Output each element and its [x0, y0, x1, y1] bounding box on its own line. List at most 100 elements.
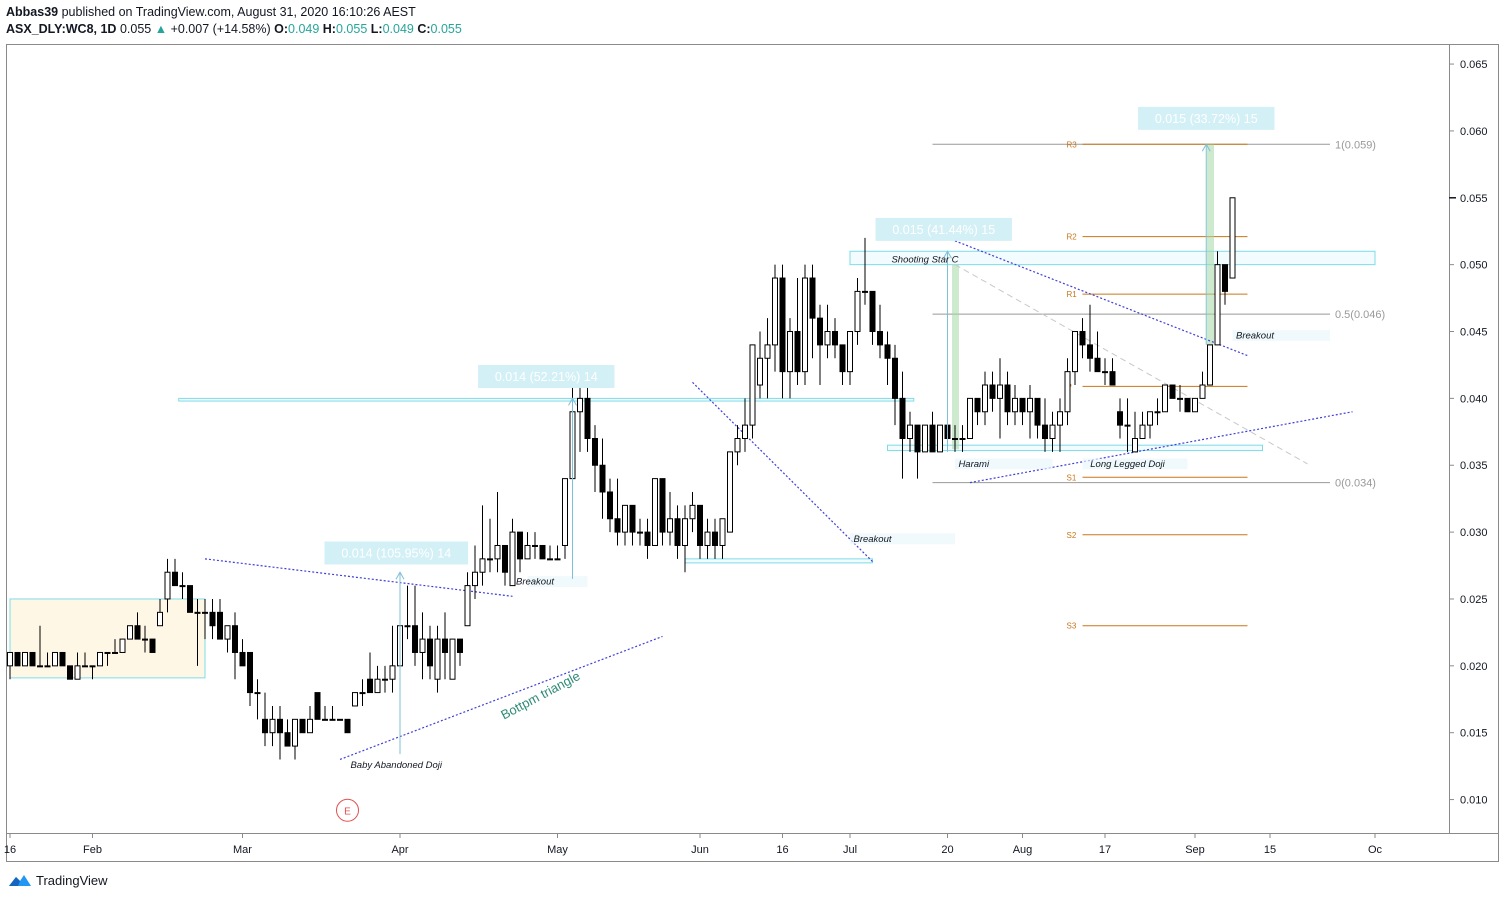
candle-10 [82, 652, 88, 668]
candle-body-8 [67, 665, 73, 680]
candle-body-4 [37, 665, 43, 668]
y-tick-label-0.035: 0.035 [1460, 460, 1488, 472]
candle-142 [1072, 331, 1078, 386]
candle-body-42 [322, 718, 328, 721]
candle-32 [247, 651, 253, 706]
candle-body-57 [434, 638, 441, 680]
candle-body-39 [299, 718, 306, 734]
y-tick-label-0.065: 0.065 [1460, 59, 1488, 71]
measure-arrow-4-head [1201, 143, 1211, 152]
candle-53 [404, 585, 411, 640]
y-tick-label-0.030: 0.030 [1460, 527, 1488, 539]
candle-body-159 [1199, 384, 1206, 399]
candle-body-20 [157, 611, 163, 627]
candle-body-120 [907, 424, 913, 439]
candle-body-150 [1132, 438, 1138, 453]
candle-body-117 [884, 344, 891, 359]
candle-3 [29, 651, 36, 667]
candle-body-30 [232, 625, 238, 653]
candle-body-87 [659, 478, 666, 533]
candle-115 [869, 290, 876, 345]
event-marker-circle [336, 798, 359, 822]
candle-body-18 [142, 638, 148, 641]
candle-4 [37, 625, 43, 668]
price-change: +0.007 (+14.58%) [170, 22, 271, 36]
candle-body-35 [269, 718, 276, 734]
candle-93 [704, 518, 711, 559]
candle-79 [599, 438, 606, 519]
candle-28 [217, 598, 223, 640]
candle-body-106 [802, 277, 808, 373]
candle-body-135 [1019, 397, 1026, 413]
candle-16 [127, 625, 133, 640]
candle-body-14 [112, 651, 118, 654]
candle-2 [22, 651, 28, 667]
price-axis[interactable]: 0.065 0.060 0.055 0.050 0.045 0.040 0.035 0.030… [1449, 59, 1488, 807]
candle-body-105 [794, 331, 801, 373]
y-tick-label-0.020: 0.020 [1460, 661, 1488, 673]
candle-152 [1147, 411, 1153, 439]
candle-6 [52, 651, 58, 667]
candle-99 [749, 344, 756, 439]
candle-body-128 [967, 397, 973, 439]
candle-104 [787, 318, 793, 399]
candle-129 [974, 397, 981, 426]
candle-body-90 [682, 518, 688, 546]
annotation-shooting-star: Shooting Star C [891, 254, 958, 265]
candle-body-129 [974, 397, 981, 413]
x-tick-label-20: 20 [941, 844, 953, 856]
candle-body-83 [629, 504, 636, 533]
candle-body-157 [1184, 397, 1191, 413]
candle-35 [269, 705, 276, 747]
candle-body-77 [584, 397, 591, 439]
candle-50 [382, 665, 388, 693]
candle-138 [1042, 398, 1048, 452]
candle-162 [1222, 264, 1228, 305]
candle-33 [254, 679, 261, 720]
candle-14 [112, 639, 118, 654]
candle-77 [584, 385, 591, 452]
candle-8 [67, 665, 73, 680]
candle-body-37 [284, 732, 291, 747]
time-axis[interactable]: 16 Feb Mar Apr May Jun 16 Jul 20 Aug 17 Sep 15 Oc [4, 833, 1383, 856]
candle-36 [277, 705, 283, 760]
candle-96 [727, 451, 733, 533]
candle-body-3 [29, 651, 36, 667]
descending-trendline [947, 237, 1248, 357]
candle-body-11 [89, 665, 96, 668]
candle-body-155 [1169, 384, 1176, 399]
candle-body-133 [1004, 384, 1011, 413]
candle-161 [1214, 251, 1221, 346]
x-tick-label-Sep: Sep [1185, 844, 1205, 856]
y-tick-label-0.010: 0.010 [1460, 795, 1488, 807]
x-tick-label-16: 16 [4, 844, 16, 856]
candle-150 [1132, 411, 1138, 453]
bottom-triangle-label: Bottpm triangle [498, 668, 582, 722]
candle-body-95 [719, 518, 726, 546]
publisher-name[interactable]: Abbas39 [6, 5, 59, 19]
candle-body-2 [22, 651, 28, 667]
candle-9 [74, 652, 81, 680]
candle-83 [629, 504, 636, 546]
x-tick-label-Apr: Apr [391, 844, 408, 856]
candle-54 [412, 585, 418, 666]
candle-body-65 [494, 544, 501, 560]
candle-94 [712, 518, 718, 559]
candle-145 [1094, 331, 1101, 373]
y-tick-label-0.040: 0.040 [1460, 393, 1488, 405]
tradingview-logo-icon[interactable] [8, 873, 32, 887]
candle-119 [899, 371, 906, 479]
pivot-label-r3: R3 [1067, 140, 1078, 149]
brand-name[interactable]: TradingView [36, 872, 108, 888]
candle-0 [7, 651, 13, 680]
x-tick-label-Jul: Jul [843, 844, 857, 856]
candle-body-38 [292, 718, 298, 747]
candle-31 [239, 639, 246, 667]
long-legged-doji-label-bg [1082, 458, 1188, 470]
candle-body-119 [899, 397, 906, 439]
green-bars-layer [952, 144, 1214, 450]
symbol-label[interactable]: ASX_DLY:WC8, 1D [6, 22, 117, 36]
y-tick-label-0.060: 0.060 [1460, 126, 1488, 138]
candle-56 [427, 625, 433, 680]
